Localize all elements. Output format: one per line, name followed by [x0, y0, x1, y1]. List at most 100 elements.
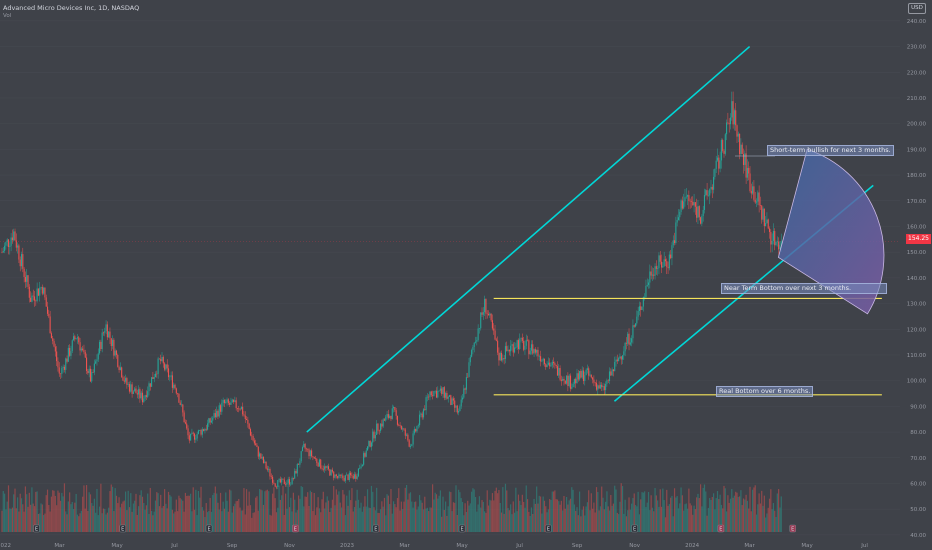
volume-bar: [386, 494, 388, 532]
volume-bar: [592, 508, 594, 532]
candle-body: [605, 383, 607, 391]
volume-bar: [663, 500, 665, 532]
volume-bar: [484, 511, 486, 532]
x-tick-label: Sep: [227, 543, 238, 549]
candle-body: [753, 186, 755, 200]
candle-body: [679, 211, 681, 218]
candle-body: [655, 266, 657, 269]
earnings-marker-label: E: [547, 527, 550, 533]
candle-body: [741, 144, 743, 154]
volume-bar: [182, 500, 184, 532]
volume-bar: [758, 493, 760, 532]
currency-button[interactable]: USD: [908, 3, 926, 14]
candle-body: [209, 418, 211, 423]
candle-body: [331, 469, 333, 472]
candle-body: [687, 195, 689, 197]
candle-body: [365, 450, 367, 457]
volume-bar: [559, 504, 561, 532]
candle-body: [230, 402, 232, 405]
volume-bar: [275, 512, 278, 532]
candle-body: [693, 202, 695, 206]
volume-bar: [640, 499, 642, 532]
volume-bar: [187, 495, 189, 532]
candle-body: [367, 446, 369, 451]
candle-body: [348, 472, 350, 480]
volume-bar: [232, 506, 235, 532]
volume-bar: [684, 504, 686, 532]
volume-bar: [144, 509, 146, 532]
candle-body: [231, 399, 233, 403]
candle-body: [156, 373, 158, 375]
volume-bar: [763, 495, 765, 532]
candle-body: [615, 359, 617, 363]
candle-body: [171, 375, 173, 388]
candle-body: [247, 419, 249, 424]
y-tick-label: 170.00: [907, 199, 927, 205]
real-bottom-annotation[interactable]: Real Bottom over 6 months.: [716, 386, 814, 397]
candle-body: [265, 461, 267, 469]
candle-body: [566, 375, 568, 384]
candle-body: [482, 312, 484, 315]
volume-bar: [291, 511, 293, 532]
candle-body: [452, 398, 454, 401]
candle-body: [33, 296, 36, 301]
candle-body: [114, 350, 116, 356]
candle-body: [14, 231, 16, 241]
candle-body: [395, 410, 397, 416]
volume-bar: [169, 494, 171, 532]
volume-bar: [346, 495, 348, 532]
volume-bar: [158, 506, 161, 532]
volume-bar: [134, 500, 136, 532]
volume-bar: [664, 517, 667, 532]
candle-body: [611, 369, 613, 376]
candle-body: [528, 340, 530, 355]
candle-body: [541, 360, 543, 362]
bullish-annotation[interactable]: Short-term bullish for next 3 months.: [767, 145, 894, 156]
candle-body: [486, 313, 488, 315]
y-tick-label: 210.00: [907, 96, 927, 102]
candle-body: [275, 486, 278, 488]
candle-body: [586, 368, 588, 370]
candle-body: [616, 359, 618, 362]
volume-bar: [214, 486, 216, 532]
volume-bar: [61, 492, 63, 532]
candle-body: [251, 435, 253, 437]
volume-bar: [321, 499, 323, 532]
volume-bar: [456, 514, 458, 532]
volume-bar: [487, 505, 490, 532]
candle-body: [463, 388, 465, 398]
candle-body: [347, 474, 349, 480]
volume-bar: [20, 498, 23, 532]
candle-body: [376, 423, 378, 435]
volume-bar: [772, 503, 775, 532]
candle-body: [437, 390, 439, 398]
volume-bar: [80, 510, 82, 532]
volume-bar: [115, 495, 118, 532]
candle-body: [100, 341, 102, 350]
volume-bar: [22, 504, 24, 532]
volume-bar: [657, 500, 659, 532]
volume-bar: [724, 488, 726, 532]
earnings-marker-label: E: [121, 527, 124, 533]
candle-body: [540, 356, 542, 362]
candle-body: [19, 259, 21, 267]
volume-bar: [545, 506, 547, 532]
candle-body: [322, 468, 324, 470]
volume-bar: [636, 506, 638, 532]
candle-body: [546, 364, 548, 368]
volume-bar: [562, 510, 564, 532]
candle-body: [724, 134, 726, 154]
volume-bar: [357, 499, 360, 532]
earnings-marker: [292, 524, 299, 533]
volume-bar: [39, 513, 41, 532]
volume-bar: [6, 501, 8, 532]
candle-body: [334, 474, 336, 478]
candle-body: [377, 423, 379, 431]
volume-bar: [551, 491, 553, 532]
volume-bar: [353, 506, 356, 532]
volume-bar: [576, 507, 578, 532]
candle-body: [689, 200, 691, 202]
near-bottom-annotation[interactable]: Near Term Bottom over next 3 months.: [721, 283, 887, 294]
candle-body: [697, 206, 699, 218]
